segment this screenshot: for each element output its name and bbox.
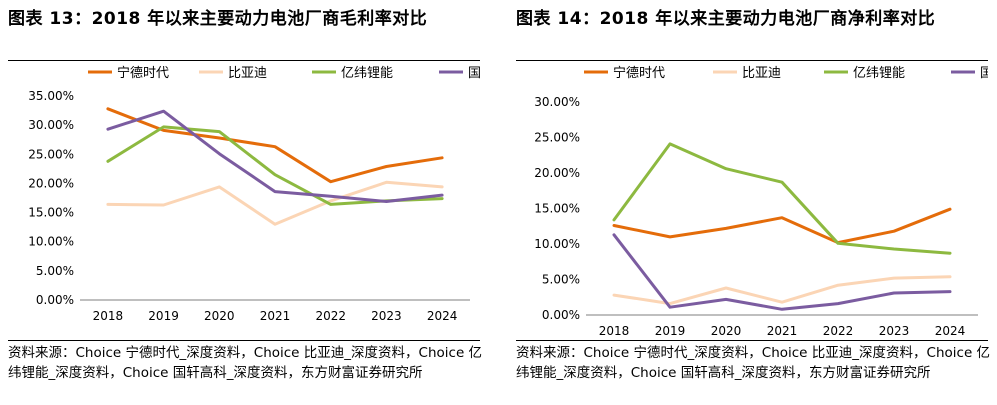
y-tick-label: 5.00% (542, 273, 580, 287)
x-tick-label: 2023 (371, 309, 402, 323)
y-tick-label: 30.00% (28, 118, 74, 132)
y-tick-label: 15.00% (28, 206, 74, 220)
chart-title: 图表 13：2018 年以来主要动力电池厂商毛利率对比 (8, 9, 428, 29)
series-line (612, 142, 952, 255)
y-tick-label: 25.00% (28, 147, 74, 161)
y-tick-label: 35.00% (28, 89, 74, 103)
source-divider (8, 340, 480, 341)
x-tick-label: 2021 (260, 309, 291, 323)
chart-panel-net-margin: 图表 14：2018 年以来主要动力电池厂商净利率对比 宁德时代 比亚迪 亿纬锂能 国… (516, 0, 996, 405)
legend-label: 比亚迪 (742, 66, 781, 81)
x-tick-label: 2022 (315, 309, 346, 323)
x-tick-label: 2021 (767, 324, 798, 338)
y-tick-label: 30.00% (534, 95, 580, 109)
legend-label: 宁德时代 (613, 65, 665, 81)
x-tick-label: 2024 (427, 309, 458, 323)
legend-label: 国轩高科 (980, 65, 988, 81)
y-tick-label: 10.00% (28, 235, 74, 249)
legend-label: 比亚迪 (228, 66, 267, 81)
x-tick-label: 2022 (823, 324, 854, 338)
chart-panel-gross-margin: 图表 13：2018 年以来主要动力电池厂商毛利率对比 宁德时代 比亚迪 亿纬锂能 国… (8, 0, 488, 405)
title-divider (8, 60, 480, 61)
legend-label: 亿纬锂能 (341, 66, 393, 81)
series-line (106, 107, 444, 184)
legend-label: 亿纬锂能 (853, 66, 905, 81)
series-line (612, 233, 952, 311)
line-chart-net-margin: 宁德时代 比亚迪 亿纬锂能 国轩高科 0.00% 5.00% 10.00% 15.00% 20.… (534, 65, 988, 338)
y-tick-label: 0.00% (542, 308, 580, 322)
legend-label: 宁德时代 (117, 65, 169, 81)
y-tick-label: 10.00% (534, 237, 580, 251)
y-tick-label: 0.00% (36, 293, 74, 307)
series-line (106, 109, 444, 203)
legend-label: 国轩高科 (468, 65, 480, 81)
x-tick-label: 2020 (711, 324, 742, 338)
x-tick-label: 2019 (655, 324, 686, 338)
y-tick-label: 25.00% (534, 131, 580, 145)
line-chart-gross-margin: 宁德时代 比亚迪 亿纬锂能 国轩高科 0.00% 5.00% 10.00% 15.00% 20.… (28, 65, 480, 323)
title-divider (516, 60, 988, 61)
series-line (612, 275, 952, 306)
series-line (612, 207, 952, 245)
y-tick-label: 5.00% (36, 264, 74, 278)
x-tick-label: 2019 (148, 309, 179, 323)
x-tick-label: 2020 (204, 309, 235, 323)
x-tick-label: 2024 (935, 324, 966, 338)
source-note: 资料来源：Choice 宁德时代_深度资料，Choice 比亚迪_深度资料，Ch… (516, 345, 991, 381)
y-tick-label: 20.00% (28, 176, 74, 190)
x-tick-label: 2023 (879, 324, 910, 338)
source-note: 资料来源：Choice 宁德时代_深度资料，Choice 比亚迪_深度资料，Ch… (8, 345, 483, 381)
source-divider (516, 340, 988, 341)
y-tick-label: 20.00% (534, 166, 580, 180)
x-tick-label: 2018 (599, 324, 630, 338)
chart-title: 图表 14：2018 年以来主要动力电池厂商净利率对比 (516, 9, 936, 29)
x-tick-label: 2018 (93, 309, 124, 323)
series-line (106, 180, 444, 226)
y-tick-label: 15.00% (534, 202, 580, 216)
